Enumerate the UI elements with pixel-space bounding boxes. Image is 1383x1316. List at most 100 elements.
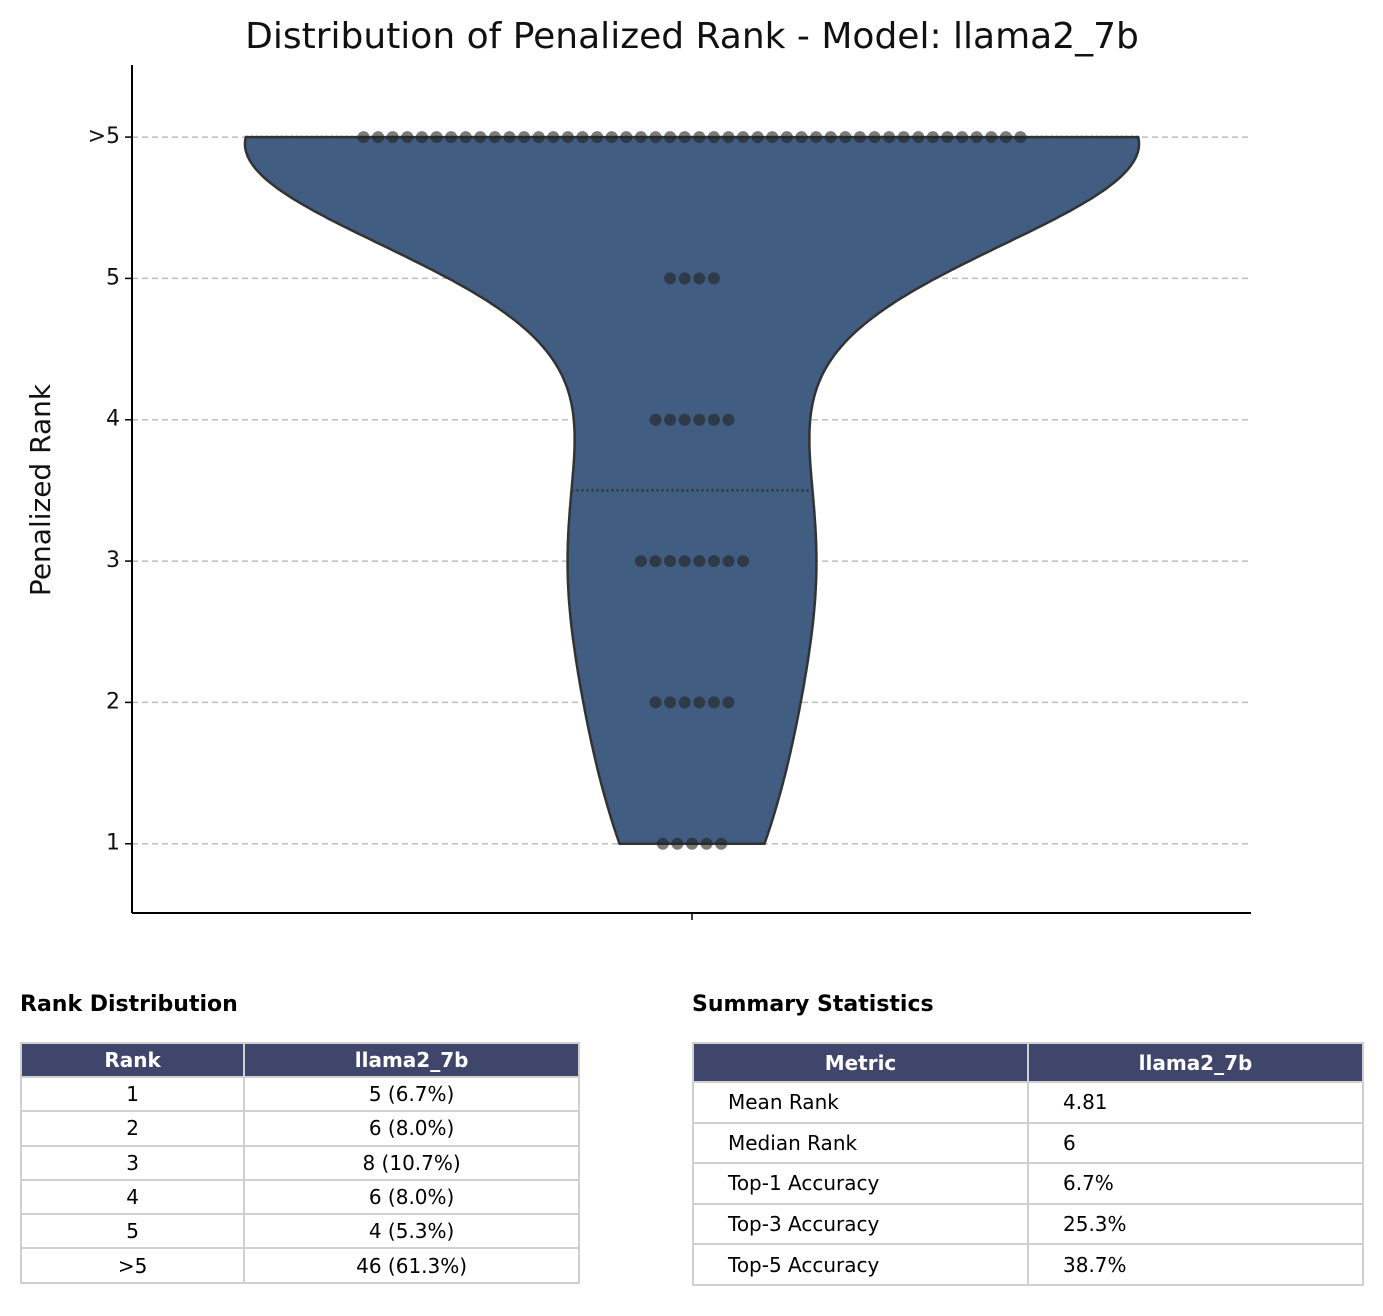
swarm-point (664, 555, 677, 568)
swarm-point (1014, 131, 1027, 144)
y-tick-label: >5 (88, 124, 120, 149)
table-cell: 5 (6.7%) (243, 1075, 580, 1113)
swarm-point (810, 131, 823, 144)
swarm-point (722, 131, 735, 144)
table-cell: Top-3 Accuracy (692, 1202, 1029, 1246)
swarm-point (926, 131, 939, 144)
swarm-point (999, 131, 1012, 144)
swarm-point (372, 131, 385, 144)
swarm-point (678, 696, 691, 709)
swarm-point (678, 555, 691, 568)
swarm-point (766, 131, 779, 144)
header-cell: Rank (19, 1042, 246, 1078)
table-cell: 4 (19, 1178, 246, 1216)
table-row: Top-1 Accuracy 6.7% (692, 1162, 1364, 1205)
table-cell: 6 (1027, 1121, 1364, 1165)
swarm-point (693, 413, 706, 426)
swarm-point (839, 131, 852, 144)
chart: Distribution of Penalized Rank - Model: … (24, 16, 1251, 920)
table-row: Mean Rank 4.81 (692, 1081, 1364, 1124)
table-cell: Top-1 Accuracy (692, 1162, 1029, 1205)
y-tick-label: 1 (106, 831, 120, 856)
swarm-point (386, 131, 399, 144)
y-tick-label: 5 (106, 265, 120, 290)
swarm-point (591, 131, 604, 144)
table-cell: 46 (61.3%) (243, 1247, 580, 1284)
summary-table: Metric llama2_7b Mean Rank 4.81 Median Rank 6… (692, 1042, 1364, 1286)
swarm-point (941, 131, 954, 144)
header-cell: llama2_7b (243, 1042, 580, 1078)
swarm-point (693, 131, 706, 144)
table-row: Median Rank 6 (692, 1121, 1364, 1165)
swarm-point (795, 131, 808, 144)
swarm-point (488, 131, 501, 144)
swarm-point (664, 696, 677, 709)
swarm-point (532, 131, 545, 144)
header-cell: Metric (692, 1042, 1029, 1083)
table-row: >5 46 (61.3%) (19, 1247, 580, 1284)
swarm-point (561, 131, 574, 144)
table-cell: 25.3% (1027, 1202, 1364, 1246)
swarm-point (430, 131, 443, 144)
swarm-point (357, 131, 370, 144)
swarm-point (576, 131, 589, 144)
swarm-point (707, 413, 720, 426)
swarm-point (722, 555, 735, 568)
table-cell: 6 (8.0%) (243, 1110, 580, 1147)
swarm-point (678, 413, 691, 426)
swarm-point (751, 131, 764, 144)
table-cell: 1 (19, 1075, 246, 1113)
swarm-point (518, 131, 531, 144)
table-cell: 8 (10.7%) (243, 1144, 580, 1181)
swarm-point (780, 131, 793, 144)
swarm-point (649, 696, 662, 709)
swarm-point (868, 131, 881, 144)
swarm-point (693, 696, 706, 709)
swarm-point (401, 131, 414, 144)
swarm-point (664, 131, 677, 144)
table-title: Summary Statistics (692, 992, 934, 1017)
table-row: Top-5 Accuracy 38.7% (692, 1243, 1364, 1286)
table-row: Top-3 Accuracy 25.3% (692, 1202, 1364, 1246)
table-cell: 3 (19, 1144, 246, 1181)
swarm-point (970, 131, 983, 144)
table-cell: 4 (5.3%) (243, 1213, 580, 1250)
table-cell: Mean Rank (692, 1081, 1029, 1124)
swarm-point (737, 555, 750, 568)
table-cell: Median Rank (692, 1121, 1029, 1165)
swarm-point (824, 131, 837, 144)
table-title: Rank Distribution (20, 992, 238, 1017)
swarm-point (664, 272, 677, 285)
swarm-point (722, 413, 735, 426)
swarm-point (649, 413, 662, 426)
table-cell: 2 (19, 1110, 246, 1147)
swarm-point (707, 696, 720, 709)
y-tick-label: 4 (106, 407, 120, 432)
swarm-point (956, 131, 969, 144)
table-cell: 38.7% (1027, 1243, 1364, 1286)
swarm-point (693, 272, 706, 285)
swarm-point (620, 131, 633, 144)
swarm-point (474, 131, 487, 144)
swarm-point (693, 555, 706, 568)
swarm-point (686, 837, 698, 850)
swarm-point (897, 131, 910, 144)
y-tick-label: 3 (106, 548, 120, 573)
swarm-point (737, 131, 750, 144)
chart-title: Distribution of Penalized Rank - Model: … (245, 16, 1139, 57)
rank-table: Rank llama2_7b 1 5 (6.7%) 2 6 (8.0%) 3 8 (10.7%… (19, 1042, 580, 1284)
swarm-point (707, 555, 720, 568)
swarm-point (912, 131, 925, 144)
swarm-point (678, 131, 691, 144)
swarm-point (664, 413, 677, 426)
table-cell: Top-5 Accuracy (692, 1243, 1029, 1286)
swarm-point (605, 131, 618, 144)
swarm-point (671, 837, 684, 850)
swarm-point (415, 131, 428, 144)
